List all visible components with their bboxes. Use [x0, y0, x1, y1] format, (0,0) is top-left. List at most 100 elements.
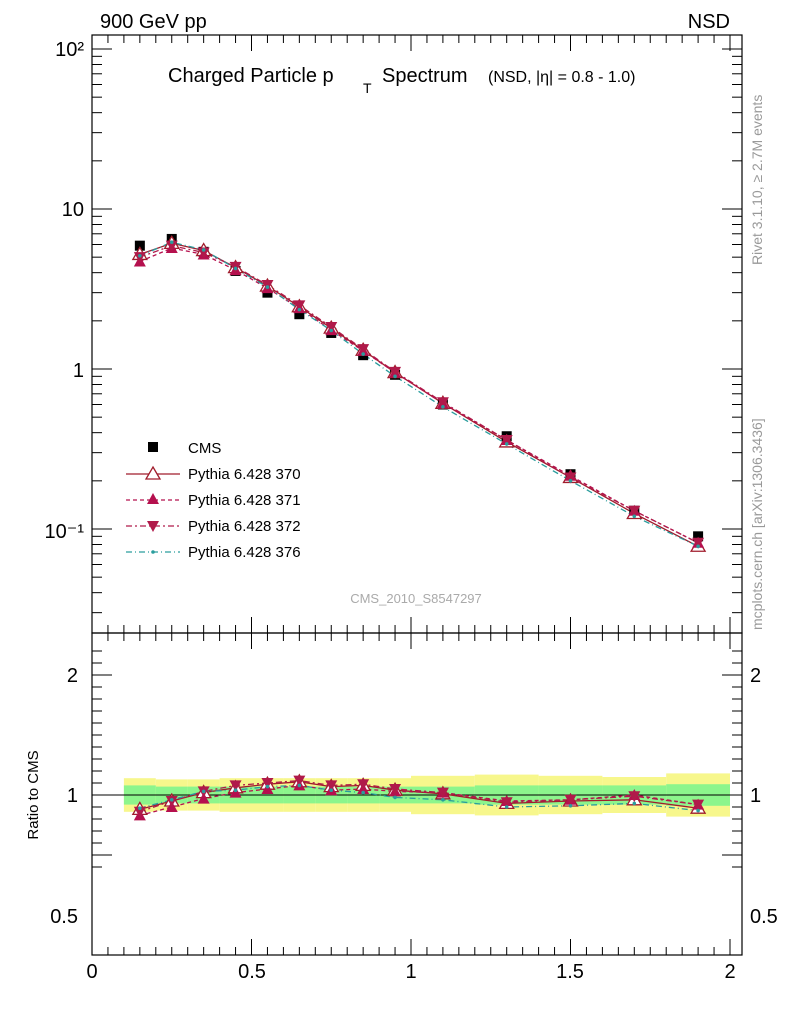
xtick-label-2: 2	[724, 961, 735, 983]
legend-entry-371: Pythia 6.428 371	[126, 492, 301, 509]
ratio-marker-s3-p0	[138, 806, 142, 810]
main-marker-s4-p10	[504, 442, 509, 446]
ratio-ytick-label-2-left: 2	[67, 665, 78, 687]
main-marker-s3-p11	[564, 472, 577, 484]
legend-marker-370	[144, 465, 162, 480]
ratio-marker-s3-p1	[169, 798, 174, 802]
main-marker-s4-p9	[441, 405, 445, 409]
ratio-marker-s2-p9	[436, 787, 449, 799]
ratio-marker-s3-p7	[361, 790, 365, 795]
legend-label-cms: CMS	[188, 440, 221, 457]
main-marker-s3-p5	[293, 300, 306, 312]
main-marker-s3-p12	[628, 505, 641, 517]
ratio-ytick-label-05-right: 0.5	[750, 906, 778, 928]
ratio-frame	[91, 632, 743, 956]
main-marker-s4-p8	[393, 374, 397, 379]
legend-marker-372	[147, 521, 159, 532]
main-marker-s4-p1	[169, 240, 174, 245]
ratio-line-series-3	[139, 784, 699, 812]
title-rest: Spectrum	[382, 65, 468, 87]
main-marker-s3-p1	[165, 240, 178, 252]
ratio-ytick-label-05-left: 0.5	[50, 906, 78, 928]
main-marker-s4-p7	[361, 352, 365, 356]
main-marker-s3-p7	[357, 344, 370, 356]
main-panel: 10⁻¹ 1 10 10² Charged Particle p T Spect…	[45, 34, 743, 634]
legend-entry-370: Pythia 6.428 370	[126, 465, 301, 483]
ratio-ylabel: Ratio to CMS	[25, 750, 42, 839]
ratio-marker-s3-p11	[568, 804, 573, 808]
main-y-tick-labels: 10⁻¹ 1 10 10²	[45, 39, 85, 543]
process-label: NSD	[688, 11, 730, 33]
ratio-marker-s2-p3	[229, 780, 242, 792]
main-marker-s4-p12	[632, 514, 637, 519]
legend-entry-cms: CMS	[148, 440, 221, 457]
legend-entry-376: Pythia 6.428 376	[126, 544, 301, 561]
watermark: CMS_2010_S8547297	[350, 591, 482, 606]
title-small: (NSD, |η| = 0.8 - 1.0)	[488, 69, 635, 86]
ratio-marker-s1-p3	[229, 786, 242, 798]
main-marker-s3-p9	[436, 397, 449, 409]
ratio-marker-s2-p13	[692, 799, 705, 811]
xtick-label-1: 1	[405, 961, 416, 983]
main-marker-s0-p13	[693, 531, 704, 542]
title-subscript: T	[363, 80, 372, 96]
ratio-markers	[131, 773, 707, 821]
ratio-marker-s2-p4	[261, 778, 274, 789]
ratio-marker-s2-p7	[357, 779, 370, 791]
xtick-label-0: 0	[86, 961, 97, 983]
ratio-marker-s3-p3	[233, 788, 238, 792]
main-marker-s4-p6	[329, 328, 334, 333]
xtick-label-05: 0.5	[238, 961, 266, 983]
legend: CMS Pythia 6.428 370 Pythia 6.428 371 Py…	[126, 440, 301, 561]
ratio-ytick-label-2-right: 2	[750, 665, 761, 687]
ratio-marker-s3-p5	[297, 783, 302, 788]
main-ticks	[91, 35, 742, 633]
legend-label-370: Pythia 6.428 370	[188, 466, 301, 483]
main-marker-s3-p13	[692, 537, 705, 549]
main-markers	[131, 233, 707, 552]
main-marker-s0-p5	[294, 309, 305, 320]
legend-marker-cms	[148, 442, 158, 452]
ratio-marker-s2-p0	[133, 806, 146, 818]
ratio-marker-s2-p5	[293, 775, 306, 787]
energy-label: 900 GeV pp	[100, 11, 207, 33]
ratio-line-series-2	[139, 779, 699, 813]
main-marker-s3-p6	[325, 322, 338, 334]
main-marker-s4-p2	[201, 248, 206, 252]
main-ytick-label-3: 10²	[55, 39, 84, 61]
xtick-label-15: 1.5	[556, 961, 584, 983]
legend-marker-376	[151, 550, 155, 554]
legend-label-372: Pythia 6.428 372	[188, 518, 301, 535]
chart-title: Charged Particle p T Spectrum (NSD, |η| …	[168, 65, 635, 96]
ratio-marker-s3-p12	[632, 801, 637, 806]
ratio-marker-s2-p12	[628, 791, 641, 803]
ratio-marker-s3-p4	[265, 784, 270, 789]
x-tick-labels: 0 0.5 1 1.5 2	[86, 961, 735, 983]
ratio-y-tick-labels: 0.5 1 2 0.5 1 2	[50, 665, 778, 928]
ratio-marker-s3-p9	[441, 798, 445, 802]
ratio-ytick-label-1-right: 1	[750, 785, 761, 807]
ratio-marker-s2-p10	[500, 797, 513, 809]
ratio-line-series-0	[139, 781, 699, 811]
ratio-marker-s1-p2	[197, 792, 210, 804]
main-marker-s4-p0	[138, 253, 142, 258]
main-marker-s4-p13	[696, 544, 700, 549]
legend-label-376: Pythia 6.428 376	[188, 544, 301, 561]
main-marker-s3-p10	[500, 434, 513, 446]
ratio-marker-s3-p8	[393, 795, 397, 800]
main-line-series-2	[139, 247, 699, 544]
ratio-ytick-label-1-left: 1	[67, 785, 78, 807]
legend-entry-372: Pythia 6.428 372	[126, 518, 301, 535]
main-marker-s4-p11	[568, 479, 573, 483]
ratio-marker-s3-p13	[696, 808, 700, 813]
ratio-marker-s2-p11	[564, 794, 577, 806]
ratio-marker-s2-p8	[389, 784, 402, 795]
rivet-label: Rivet 3.1.10, ≥ 2.7M events	[749, 95, 765, 265]
legend-marker-371	[147, 493, 159, 504]
ratio-panel: 0.5 1 2 0.5 1 2 Ratio to CMS 0 0.5 1 1.5…	[25, 632, 778, 983]
main-marker-s3-p0	[133, 252, 146, 264]
main-ytick-label-1: 1	[73, 360, 84, 382]
main-marker-s4-p3	[233, 266, 238, 271]
mcplots-label: mcplots.cern.ch [arXiv:1306.3436]	[749, 418, 765, 630]
